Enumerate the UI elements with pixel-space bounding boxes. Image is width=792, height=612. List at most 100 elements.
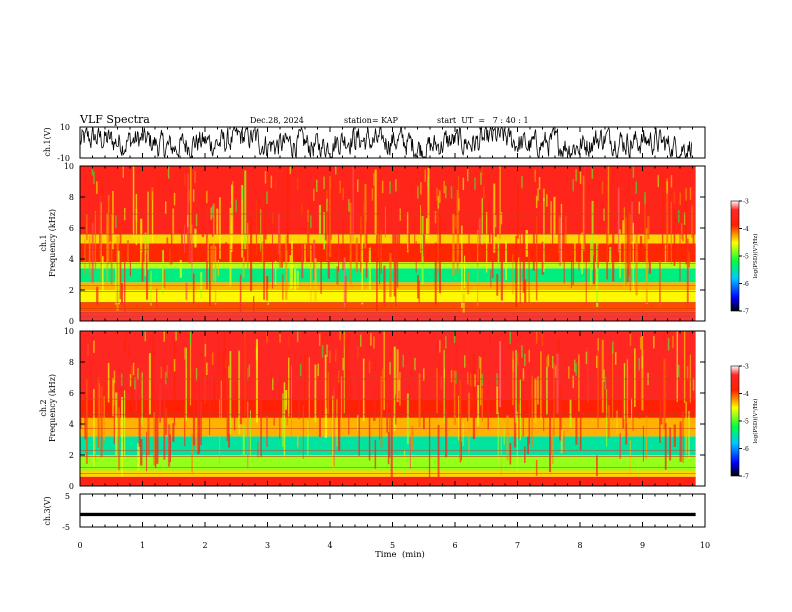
spectrogram-streak	[247, 222, 249, 270]
spectrogram-streak	[264, 171, 267, 184]
spectrogram-streak	[556, 353, 559, 414]
spectrogram-streak	[574, 242, 576, 265]
spectrogram-streak	[231, 203, 233, 217]
spectrogram-streak	[471, 382, 473, 405]
spectrogram-streak	[242, 425, 245, 467]
spectrogram-streak	[631, 201, 634, 242]
spectrogram-streak	[368, 247, 371, 292]
spectrogram-streak	[257, 441, 259, 458]
spectrogram-streak	[534, 378, 537, 423]
spectrogram-streak	[316, 179, 318, 193]
spectrogram-streak	[301, 243, 304, 279]
spectrogram-streak	[282, 393, 284, 448]
spectrogram-streak	[688, 411, 690, 459]
spectrogram-streak	[535, 195, 538, 209]
spectrogram-streak	[173, 192, 176, 206]
spectrogram-streak	[302, 405, 304, 459]
spectrogram-streak	[225, 356, 227, 370]
spectrogram-streak	[137, 367, 139, 381]
spectrogram-streak	[304, 244, 306, 263]
spectrogram-streak	[559, 217, 562, 266]
spectrogram-streak	[376, 235, 378, 312]
spectrogram-streak	[499, 341, 502, 408]
spectrogram-streak	[603, 208, 605, 221]
spectrogram-streak	[661, 173, 664, 247]
spectrogram-streak	[581, 232, 583, 274]
spectrogram-streak	[568, 366, 570, 379]
ch2-spectrogram-yticks: 0 2 4 6 8 10	[64, 327, 705, 491]
spectrogram-streak	[552, 356, 554, 369]
spectrogram-streak	[368, 360, 371, 374]
spectrogram-streak	[537, 188, 539, 201]
spectrogram-streak	[345, 275, 347, 312]
spectrogram-streak	[266, 276, 269, 301]
spectrogram-streak	[612, 348, 614, 420]
spectrogram-streak	[327, 201, 330, 279]
spectrogram-streak	[462, 293, 465, 313]
spectrogram-streak	[543, 188, 545, 202]
spectrogram-streak	[575, 363, 577, 376]
spectrogram-streak	[686, 238, 689, 307]
spectrogram-streak	[691, 204, 694, 238]
spectrogram-streak	[342, 357, 344, 371]
spectrogram-streak	[266, 416, 268, 447]
spectrogram-streak	[692, 187, 695, 260]
spectrogram-streak	[575, 409, 578, 445]
spectrogram-streak	[80, 344, 82, 429]
spectrogram-streak	[294, 268, 297, 293]
spectrogram-streak	[267, 289, 269, 305]
spectrogram-streak	[390, 205, 393, 218]
spectrogram-streak	[477, 368, 479, 382]
spectrogram-streak	[462, 177, 465, 190]
spectrogram-streak	[500, 212, 503, 225]
spectrogram-streak	[596, 455, 598, 477]
spectrogram-streak	[280, 251, 283, 268]
spectrogram-streak	[458, 175, 460, 255]
spectrogram-streak	[371, 188, 374, 201]
spectrogram-streak	[546, 356, 548, 416]
spectrogram-streak	[219, 197, 221, 259]
spectrogram-streak	[563, 430, 565, 454]
spectrogram-streak	[103, 396, 105, 441]
spectrogram-streak	[229, 350, 232, 435]
spectrogram-streak	[521, 175, 523, 189]
spectrogram-streak	[332, 395, 334, 470]
spectrogram-streak	[209, 378, 211, 436]
spectrogram-streak	[472, 354, 476, 440]
spectrogram-streak	[437, 424, 440, 478]
spectrogram-streak	[612, 170, 614, 183]
spectrogram-streak	[368, 416, 371, 461]
spectrogram-streak	[250, 215, 253, 291]
spectrogram-streak	[121, 397, 123, 477]
ytick-label: 4	[69, 420, 74, 429]
spectrogram-streak	[418, 280, 420, 305]
spectrogram-streak	[173, 359, 176, 372]
spectrogram-streak	[634, 348, 636, 407]
spectrogram-streak	[575, 169, 577, 182]
spectrogram-streak	[685, 401, 687, 455]
spectrogram-streak	[321, 345, 324, 358]
spectrogram-streak	[515, 350, 517, 423]
spectrogram-streak	[563, 225, 565, 284]
spectrogram-streak	[335, 349, 337, 362]
spectrogram-streak	[100, 202, 102, 282]
spectrogram-band	[80, 302, 696, 312]
spectrogram-streak	[565, 215, 567, 244]
spectrogram-streak	[327, 372, 329, 415]
spectrogram-streak	[673, 191, 676, 204]
spectrogram-streak	[557, 339, 560, 352]
spectrogram-streak	[272, 220, 273, 289]
ytick-label: 6	[69, 224, 74, 233]
spectrogram-streak	[458, 198, 460, 211]
spectrogram-band	[80, 331, 696, 400]
spectrogram-streak	[414, 216, 416, 255]
colorbar-tick-label: -5	[743, 419, 749, 426]
spectrogram-streak	[513, 405, 517, 448]
spectrogram-streak	[569, 399, 572, 428]
spectrogram-streak	[318, 205, 321, 241]
spectrogram-streak	[389, 181, 391, 194]
spectrogram-streak	[546, 354, 548, 367]
spectrogram-streak	[100, 386, 103, 458]
spectrogram-streak	[423, 368, 425, 381]
spectrogram-streak	[688, 252, 690, 268]
